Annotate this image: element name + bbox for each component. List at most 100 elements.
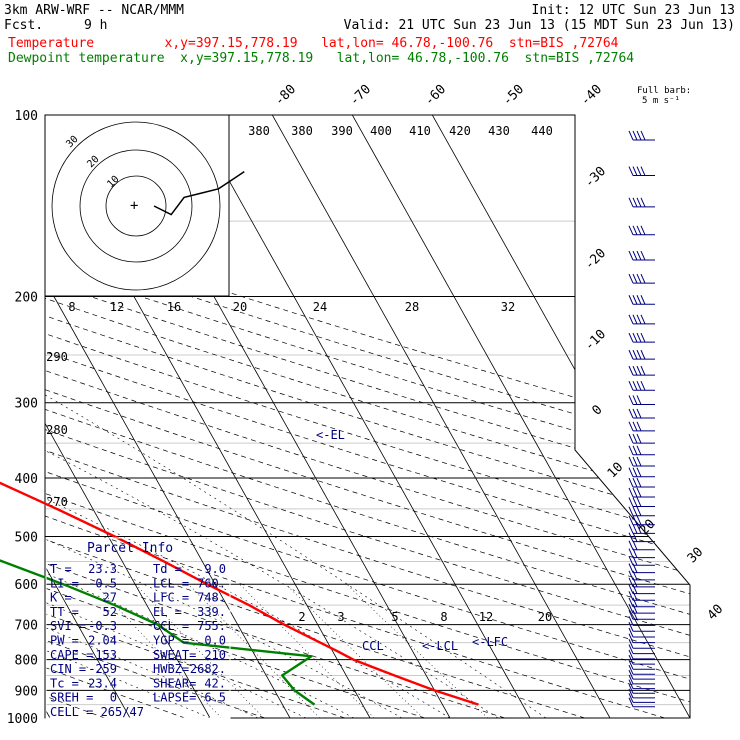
wind-barb-flag — [636, 421, 642, 432]
speed-label: 32 — [501, 300, 515, 314]
wind-barb-flag — [628, 380, 634, 391]
theta-label: 400 — [370, 124, 392, 138]
wind-barb-flag — [632, 314, 638, 325]
theta-label: 380 — [248, 124, 270, 138]
isotherm — [45, 115, 291, 718]
moist-adiabat — [45, 296, 355, 718]
wind-barb-flag — [640, 380, 646, 391]
diagram-grid — [44, 114, 691, 719]
wind-barb-flag — [628, 467, 634, 477]
wind-barb-flag — [628, 638, 634, 649]
parcel-param-name: SHEAR= — [153, 676, 196, 690]
wind-barb-flag — [636, 487, 642, 498]
wind-barb-flag — [628, 563, 634, 573]
parcel-param-name: PW = — [50, 634, 79, 648]
ccl-marker: CCL — [362, 639, 384, 653]
isotherm-label: 0 — [589, 402, 605, 418]
wind-barb-flag — [636, 515, 642, 525]
wind-barb-flag — [628, 674, 634, 685]
wind-barb-flag — [628, 688, 634, 699]
dry-adiabat — [45, 115, 690, 718]
mixing-ratio-label: 8 — [440, 610, 447, 624]
parcel-param-value: 23.4 — [88, 676, 117, 690]
parcel-param-name: CCL = — [153, 619, 189, 633]
isotherm-label: -80 — [272, 82, 299, 109]
wind-barb-flag — [632, 295, 638, 305]
wind-barb-flag — [636, 332, 642, 343]
parcel-param-value: 0.0 — [204, 634, 226, 648]
parcel-param-value: 760. — [197, 576, 226, 590]
theta-label: 380 — [291, 124, 313, 138]
wind-barb-flag — [628, 349, 634, 360]
wind-barb-flag — [628, 570, 634, 581]
wind-barb-flag — [640, 314, 646, 325]
wind-barb-flag — [632, 349, 638, 360]
wind-barb-flag — [632, 584, 638, 594]
wind-barb-flag — [632, 548, 638, 558]
wind-barb-flag — [636, 314, 642, 325]
wind-barb-flag — [632, 250, 638, 261]
dewpoint-profile — [0, 559, 316, 706]
wind-barb-flag — [628, 130, 634, 141]
wind-barb-flag — [640, 250, 646, 261]
wind-barb-flag — [640, 295, 646, 305]
speed-label: 16 — [167, 300, 181, 314]
wind-barb-flag — [628, 693, 634, 703]
full-barb-value: 5 m s⁻¹ — [642, 96, 680, 106]
wind-barb-flag — [628, 524, 634, 534]
pressure-label: 1000 — [7, 712, 38, 727]
dry-adiabat — [45, 115, 690, 718]
parcel-param-value: 42. — [204, 676, 226, 690]
dry-adiabat — [45, 115, 425, 718]
wind-barb-flag — [628, 644, 634, 654]
pressure-label: 100 — [15, 109, 38, 124]
wind-barb-flag — [640, 349, 646, 360]
valid-label: Valid: 21 UTC Sun 23 Jun 13 (15 MDT Sun … — [344, 18, 735, 33]
parcel-param-name: Td = — [153, 562, 182, 576]
wind-barb-flag — [628, 610, 634, 620]
parcel-param-value: 755. — [197, 619, 226, 633]
wind-barb-flag — [636, 445, 642, 455]
dry-adiabat — [45, 115, 505, 718]
fcst-value: 9 h — [84, 18, 107, 33]
wind-barb-flag — [636, 467, 642, 477]
lfc-marker: <-LFC — [472, 635, 508, 649]
sounding-profiles — [0, 481, 479, 706]
dry-adiabat-label: 270 — [46, 495, 68, 509]
hodograph-ring — [79, 149, 193, 263]
wind-barb-flag — [628, 332, 634, 343]
parcel-param-name: SVI = — [50, 619, 86, 633]
wind-barb-flag — [632, 563, 638, 573]
isotherm-label: 40 — [705, 602, 727, 624]
dewpoint-legend: Dewpoint temperature x,y=397.15,778.19 l… — [8, 51, 634, 66]
isotherm-label: -60 — [422, 82, 449, 109]
parcel-info-panel: Parcel Info T = 23.3 Td = 9.0 LI = -0.5 LCL = 7… — [45, 537, 231, 719]
wind-barb-flag — [632, 421, 638, 432]
wind-barb-flag — [632, 577, 638, 588]
dry-adiabat — [45, 115, 690, 718]
wind-barb-flag — [636, 506, 642, 516]
wind-barb-flag — [636, 166, 642, 176]
parcel-param-value: -0.5 — [88, 576, 117, 590]
wind-barb-flag — [628, 515, 634, 525]
wind-barb-flag — [628, 532, 634, 542]
wind-barb-flag — [628, 665, 634, 675]
speed-label: 28 — [405, 300, 419, 314]
pressure-label: 400 — [15, 472, 38, 487]
parcel-param-value: 9.0 — [204, 562, 226, 576]
wind-barb-flag — [632, 197, 638, 208]
pressure-label: 600 — [15, 578, 38, 593]
wind-barb-flag — [632, 610, 638, 620]
wind-barb-flag — [640, 365, 646, 376]
parcel-param-value: 23.3 — [88, 562, 117, 576]
dry-adiabat — [45, 115, 665, 718]
wind-barb-flag — [632, 603, 638, 614]
hodograph-center: + — [130, 198, 138, 214]
wind-barb-flag — [632, 524, 638, 534]
wind-barb-flag — [640, 166, 646, 176]
temperature-legend: Temperature x,y=397.15,778.19 lat,lon= 4… — [8, 36, 619, 51]
wind-barb-flag — [632, 332, 638, 343]
hodograph-ring — [105, 175, 167, 237]
